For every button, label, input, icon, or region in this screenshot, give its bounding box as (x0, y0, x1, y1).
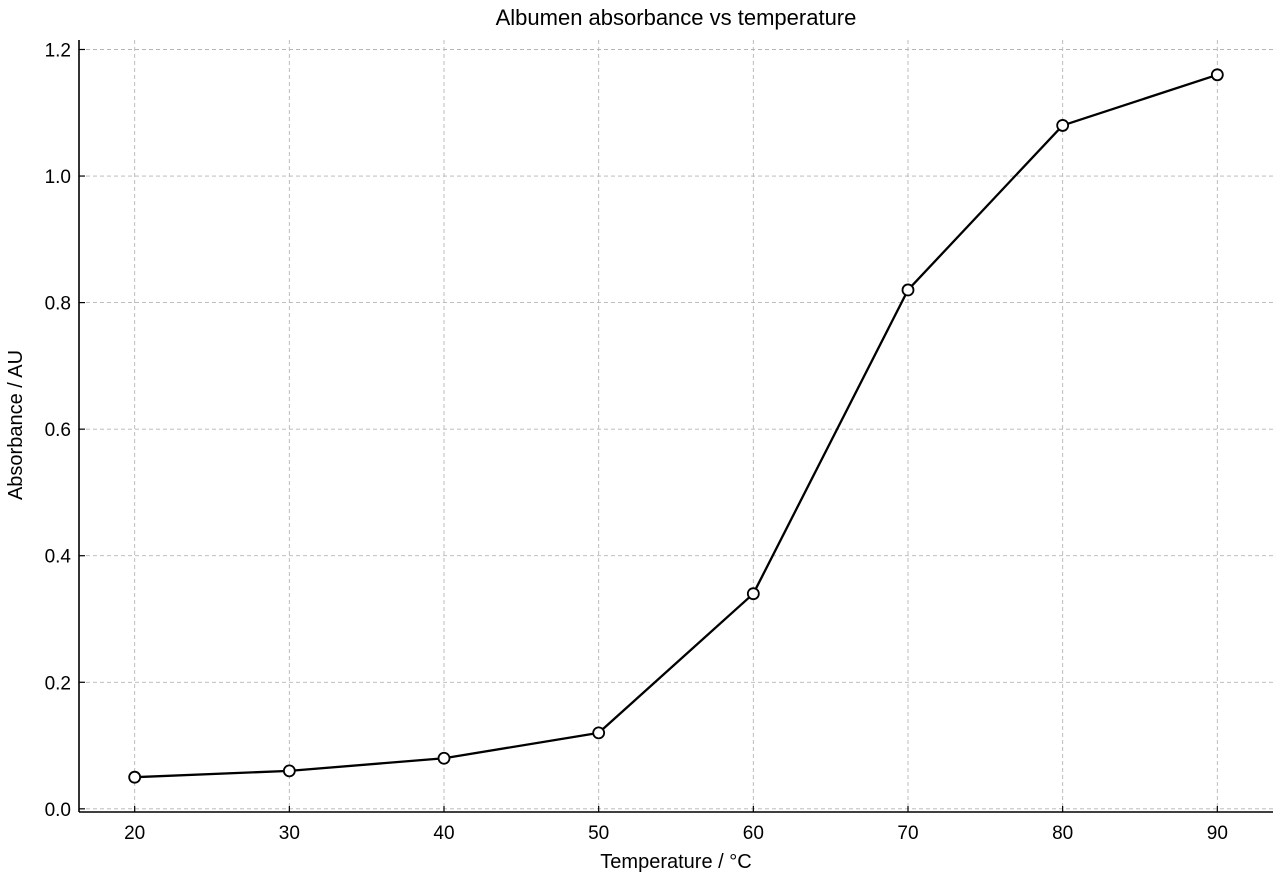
grid (79, 40, 1273, 812)
data-point (128, 770, 142, 784)
data-series (128, 68, 1224, 784)
x-tick-label: 30 (279, 823, 300, 844)
y-ticks: 0.0 0.2 0.4 0.6 0.8 1.0 1.2 (45, 40, 85, 821)
x-tick-label: 70 (897, 823, 918, 844)
data-point (1210, 68, 1224, 82)
x-tick-label: 20 (124, 823, 145, 844)
data-point (437, 751, 451, 765)
y-tick-label: 0.6 (45, 420, 71, 441)
x-axis-label: Temperature / °C (600, 851, 751, 873)
data-point (1056, 119, 1070, 132)
x-tick-label: 80 (1052, 823, 1073, 844)
y-tick-label: 0.2 (45, 673, 71, 694)
x-tick-label: 60 (743, 823, 764, 844)
y-tick-label: 0.4 (45, 547, 72, 568)
data-point (746, 587, 760, 601)
axes (78, 40, 1273, 813)
y-tick-label: 1.0 (45, 167, 71, 188)
y-tick-label: 1.2 (45, 40, 71, 61)
series-line (134, 73, 1218, 779)
data-point (282, 764, 296, 778)
x-tick-label: 50 (588, 823, 609, 844)
y-axis-label: Absorbance / AU (5, 350, 27, 500)
y-tick-label: 0.8 (45, 294, 71, 315)
chart-title: Albumen absorbance vs temperature (496, 5, 857, 30)
data-point (901, 283, 915, 297)
x-tick-label: 40 (433, 823, 454, 844)
x-ticks: 20 30 40 50 60 70 80 90 (124, 806, 1228, 844)
y-tick-label: 0.0 (45, 800, 71, 821)
data-point (592, 726, 606, 740)
x-tick-label: 90 (1207, 823, 1228, 844)
